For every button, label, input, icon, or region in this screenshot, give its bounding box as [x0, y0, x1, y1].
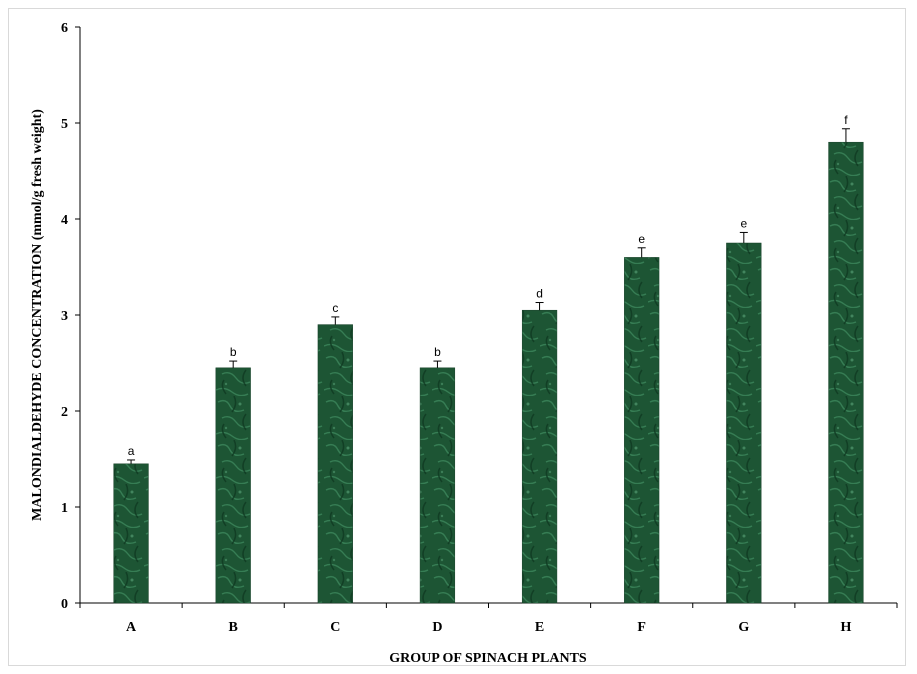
y-axis-title: MALONDIALDEHYDE CONCENTRATION (mmol/g fr… — [30, 109, 45, 521]
significance-letter: c — [332, 301, 338, 315]
significance-letter: e — [740, 216, 747, 230]
significance-letter: e — [638, 232, 645, 246]
x-tick-label: E — [535, 620, 544, 635]
y-tick-label: 1 — [61, 501, 68, 516]
y-tick-label: 3 — [61, 309, 68, 324]
bar-b — [215, 367, 251, 604]
x-tick-label: A — [126, 620, 137, 635]
bars: a b c b d e e f — [113, 113, 864, 604]
x-tick-label: H — [840, 620, 851, 635]
plot-area: 0 1 2 3 4 5 6 A B C D E F G H a b c b d e e f — [61, 21, 898, 635]
x-tick-label: B — [229, 620, 238, 635]
chart-frame — [8, 8, 906, 666]
x-tick-label: G — [738, 620, 749, 635]
bar-a — [113, 463, 149, 604]
bar-e — [521, 309, 558, 604]
x-axis-ticks: A B C D E F G H — [79, 603, 898, 635]
x-tick-label: D — [432, 620, 442, 635]
bar-f — [624, 257, 660, 604]
x-axis-title: GROUP OF SPINACH PLANTS — [389, 651, 587, 666]
y-tick-label: 2 — [61, 405, 68, 420]
bar-c — [317, 324, 353, 604]
y-tick-label: 0 — [61, 597, 68, 612]
bar-d — [419, 367, 456, 604]
y-tick-label: 5 — [61, 117, 68, 132]
significance-letter: a — [128, 444, 135, 458]
significance-letter: b — [434, 345, 441, 359]
significance-letter: f — [844, 113, 848, 127]
x-tick-label: C — [330, 620, 340, 635]
bar-h — [828, 141, 864, 604]
bar-g — [726, 242, 762, 604]
x-tick-label: F — [637, 620, 646, 635]
y-axis-ticks: 0 1 2 3 4 5 6 — [61, 21, 80, 612]
significance-letter: d — [536, 287, 543, 301]
significance-letter: b — [230, 345, 237, 359]
y-tick-label: 4 — [61, 213, 68, 228]
y-tick-label: 6 — [61, 21, 68, 36]
